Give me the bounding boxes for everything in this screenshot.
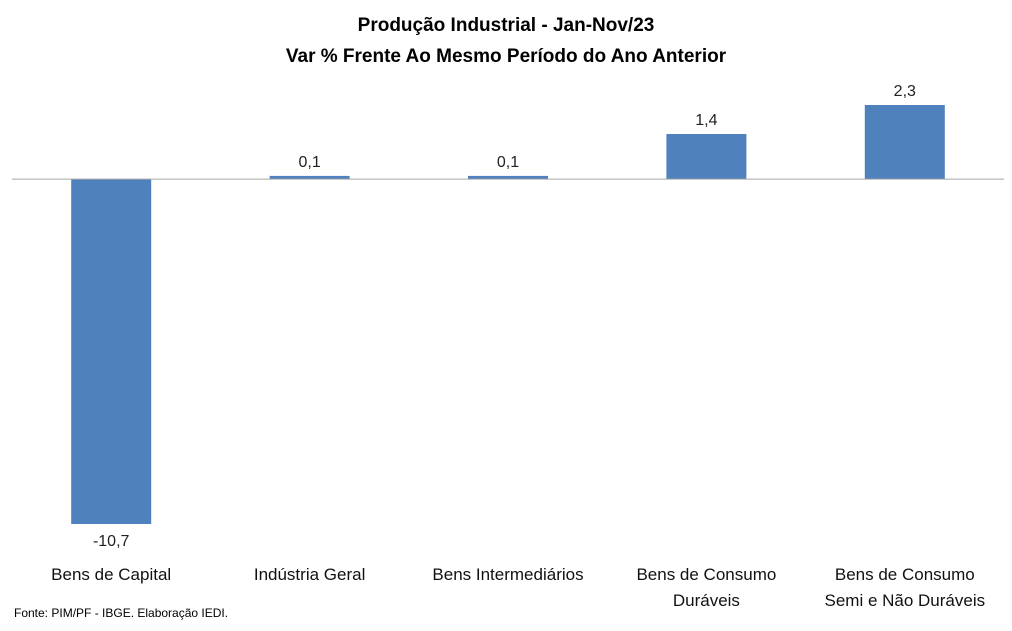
data-labels-group: -10,7 0,1 0,1 1,4 2,3 [93, 83, 916, 550]
category-label-4: Bens de Consumo [636, 565, 776, 584]
data-label-5: 2,3 [894, 83, 916, 100]
bar-5 [864, 105, 945, 180]
category-label-1: Bens de Capital [51, 565, 171, 584]
bar-2 [269, 175, 350, 180]
category-label-3: Bens Intermediários [432, 565, 583, 584]
source-note: Fonte: PIM/PF - IBGE. Elaboração IEDI. [14, 606, 229, 620]
data-label-2: 0,1 [298, 154, 320, 171]
bar-4 [666, 134, 747, 180]
data-label-4: 1,4 [695, 112, 717, 129]
bar-3 [468, 175, 548, 180]
bars-group [71, 105, 945, 524]
category-labels-group: Bens de Capital Indústria Geral Bens Inter… [51, 565, 985, 610]
data-label-3: 0,1 [497, 154, 519, 171]
data-label-1: -10,7 [93, 533, 130, 550]
category-label-4-line-2: Duráveis [673, 591, 740, 610]
category-label-2: Indústria Geral [254, 565, 366, 584]
bar-1 [71, 179, 152, 524]
category-label-5-line-2: Semi e Não Duráveis [824, 591, 985, 610]
chart-title: Produção Industrial - Jan-Nov/23 [358, 15, 655, 36]
chart-subtitle: Var % Frente Ao Mesmo Período do Ano Ant… [286, 46, 727, 67]
category-label-5: Bens de Consumo [835, 565, 975, 584]
